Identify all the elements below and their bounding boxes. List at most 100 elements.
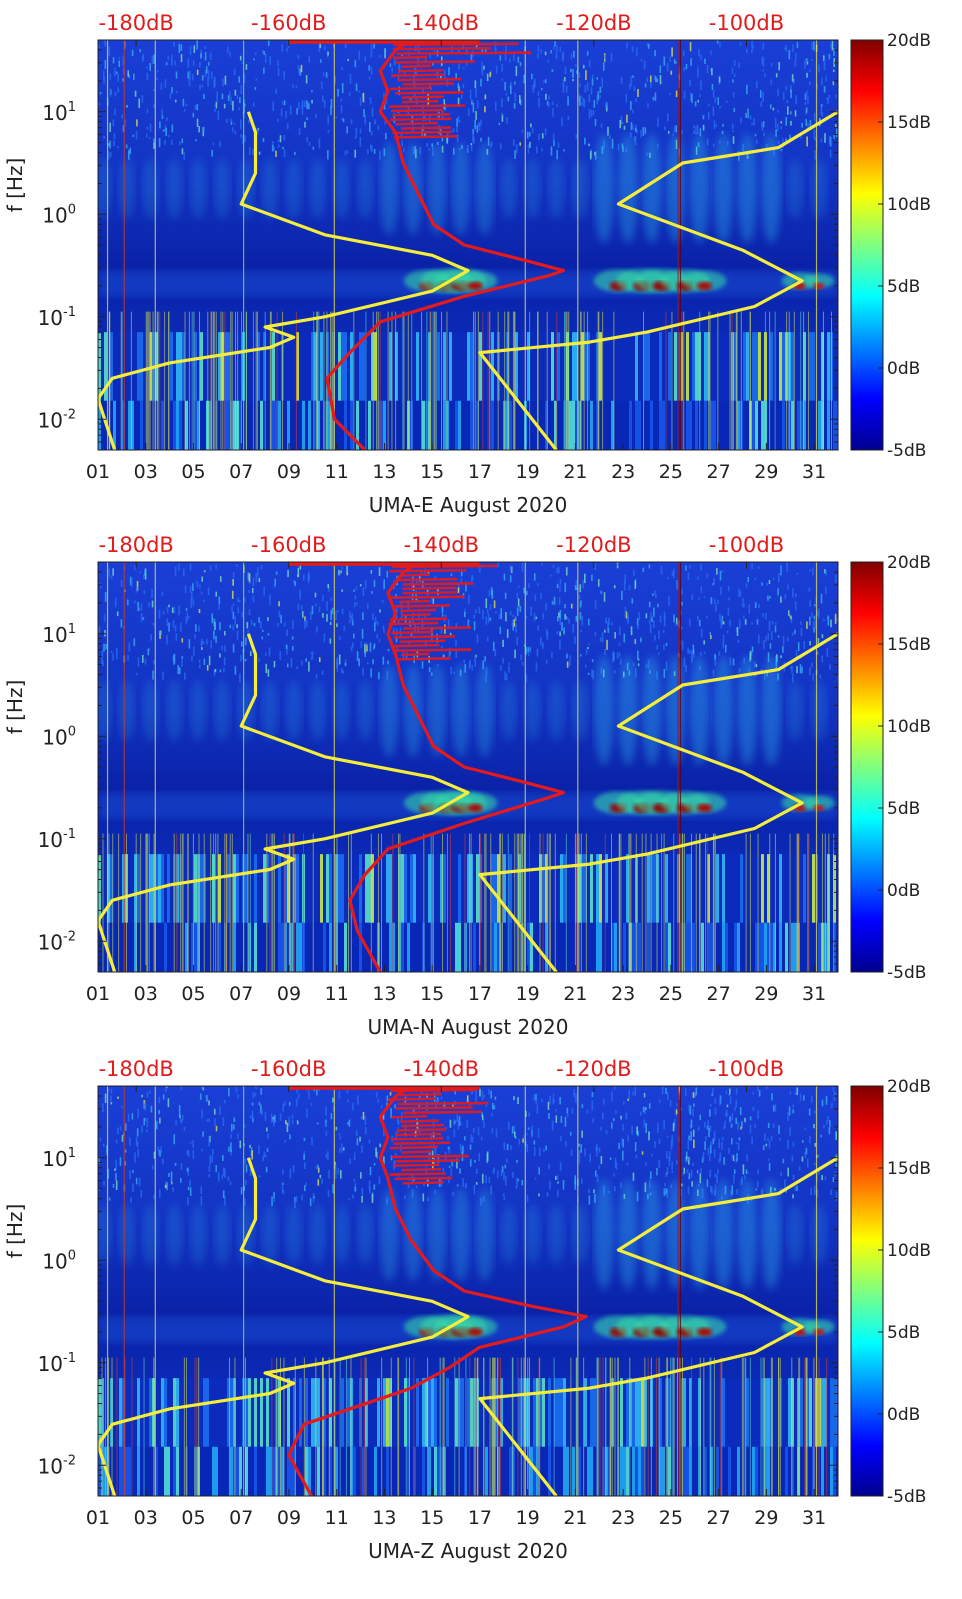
x-tick-label: 27 — [707, 983, 731, 1005]
top-tick-label: -100dB — [709, 533, 784, 557]
x-tick-label: 03 — [134, 461, 158, 483]
x-tick-label: 01 — [86, 1507, 110, 1529]
y-tick-label: 101 — [42, 622, 76, 647]
x-tick-label: 25 — [659, 461, 683, 483]
low-noise-model-line — [98, 111, 470, 450]
x-tick-label: 07 — [229, 461, 253, 483]
x-tick-label: 05 — [181, 1507, 205, 1529]
y-tick-label: 101 — [42, 1146, 76, 1171]
low-noise-model-line — [98, 1157, 470, 1496]
colorbar-tick-label: 5dB — [887, 277, 920, 297]
x-tick-label: 23 — [611, 983, 635, 1005]
colorbar-tick-label: 15dB — [887, 635, 931, 655]
spectrogram-panel: 01 03 05 07 09 11 13 15 17 19 21 23 25 27 29 31 UMA-Z Au… — [3, 1057, 931, 1563]
x-tick-label: 25 — [659, 983, 683, 1005]
y-tick-label: 101 — [42, 100, 76, 125]
y-tick-label: 100 — [42, 724, 76, 749]
x-axis-label: UMA-Z August 2020 — [368, 1539, 568, 1563]
low-noise-model-line — [98, 633, 470, 972]
psd-line — [287, 1086, 588, 1496]
y-tick-label: 10-1 — [38, 305, 76, 330]
top-tick-label: -120dB — [556, 1057, 631, 1081]
colorbar-tick-label: 20dB — [887, 1077, 931, 1097]
spectrogram-image — [98, 1086, 838, 1496]
colorbar-tick-label: 5dB — [887, 799, 920, 819]
colorbar-tick-label: 10dB — [887, 195, 931, 215]
x-tick-label: 25 — [659, 1507, 683, 1529]
top-tick-label: -100dB — [709, 11, 784, 35]
top-tick-label: -140dB — [404, 11, 479, 35]
top-tick-label: -160dB — [251, 11, 326, 35]
x-tick-label: 19 — [516, 983, 540, 1005]
x-tick-label: 19 — [516, 461, 540, 483]
y-tick-label: 100 — [42, 202, 76, 227]
psd-line — [325, 40, 566, 450]
top-tick-label: -180dB — [98, 1057, 173, 1081]
top-tick-label: -180dB — [98, 11, 173, 35]
high-noise-model-line — [478, 632, 838, 972]
x-tick-label: 27 — [707, 1507, 731, 1529]
top-tick-label: -100dB — [709, 1057, 784, 1081]
x-tick-label: 13 — [372, 1507, 396, 1529]
x-tick-label: 29 — [754, 1507, 778, 1529]
x-tick-label: 21 — [563, 461, 587, 483]
x-tick-label: 07 — [229, 1507, 253, 1529]
x-tick-label: 01 — [86, 983, 110, 1005]
colorbar-tick-label: 20dB — [887, 31, 931, 51]
x-tick-label: 01 — [86, 461, 110, 483]
colorbar-tick-label: -5dB — [887, 963, 926, 983]
high-noise-model-line — [478, 1156, 838, 1496]
x-tick-label: 17 — [468, 983, 492, 1005]
x-tick-label: 09 — [277, 461, 301, 483]
colorbar-tick-label: 10dB — [887, 1241, 931, 1261]
spectrogram-panel: 01 03 05 07 09 11 13 15 17 19 21 23 25 27 29 31 UMA-N Au… — [3, 533, 931, 1039]
colorbar-tick-label: 0dB — [887, 359, 920, 379]
spectrogram-panel: 01 03 05 07 09 11 13 15 17 19 21 23 25 27 29 31 UMA-E Au… — [3, 11, 931, 517]
y-tick-label: 10-1 — [38, 827, 76, 852]
top-tick-label: -160dB — [251, 533, 326, 557]
x-tick-label: 31 — [802, 461, 826, 483]
x-tick-label: 13 — [372, 983, 396, 1005]
spectrogram-image — [98, 562, 838, 972]
y-axis-label: f [Hz] — [3, 680, 27, 735]
top-tick-label: -140dB — [404, 533, 479, 557]
y-axis-label: f [Hz] — [3, 158, 27, 213]
x-tick-label: 29 — [754, 461, 778, 483]
x-tick-label: 27 — [707, 461, 731, 483]
top-tick-label: -140dB — [404, 1057, 479, 1081]
colorbar-tick-label: 0dB — [887, 1405, 920, 1425]
y-tick-label: 10-2 — [38, 407, 76, 432]
x-tick-label: 13 — [372, 461, 396, 483]
top-tick-label: -120dB — [556, 533, 631, 557]
x-tick-label: 11 — [325, 983, 349, 1005]
colorbar-tick-label: 20dB — [887, 553, 931, 573]
colorbar: 20dB 15dB 10dB 5dB 0dB -5dB — [850, 1077, 931, 1507]
x-tick-label: 15 — [420, 983, 444, 1005]
x-tick-label: 23 — [611, 1507, 635, 1529]
colorbar-tick-label: 15dB — [887, 113, 931, 133]
x-tick-label: 03 — [134, 983, 158, 1005]
x-axis-label: UMA-E August 2020 — [369, 493, 568, 517]
x-tick-label: 21 — [563, 1507, 587, 1529]
colorbar-tick-label: 0dB — [887, 881, 920, 901]
x-tick-label: 31 — [802, 983, 826, 1005]
colorbar: 20dB 15dB 10dB 5dB 0dB -5dB — [850, 553, 931, 983]
colorbar-tick-label: 15dB — [887, 1159, 931, 1179]
x-tick-label: 09 — [277, 983, 301, 1005]
x-tick-label: 15 — [420, 1507, 444, 1529]
x-tick-label: 17 — [468, 461, 492, 483]
x-tick-label: 05 — [181, 983, 205, 1005]
x-tick-label: 11 — [325, 461, 349, 483]
top-tick-label: -120dB — [556, 11, 631, 35]
y-tick-label: 10-2 — [38, 929, 76, 954]
x-tick-label: 09 — [277, 1507, 301, 1529]
x-tick-label: 05 — [181, 461, 205, 483]
x-tick-label: 31 — [802, 1507, 826, 1529]
colorbar: 20dB 15dB 10dB 5dB 0dB -5dB — [850, 31, 931, 461]
x-tick-label: 17 — [468, 1507, 492, 1529]
x-tick-label: 11 — [325, 1507, 349, 1529]
psd-line — [348, 562, 566, 972]
high-noise-model-line — [478, 110, 838, 450]
y-tick-label: 10-1 — [38, 1351, 76, 1376]
